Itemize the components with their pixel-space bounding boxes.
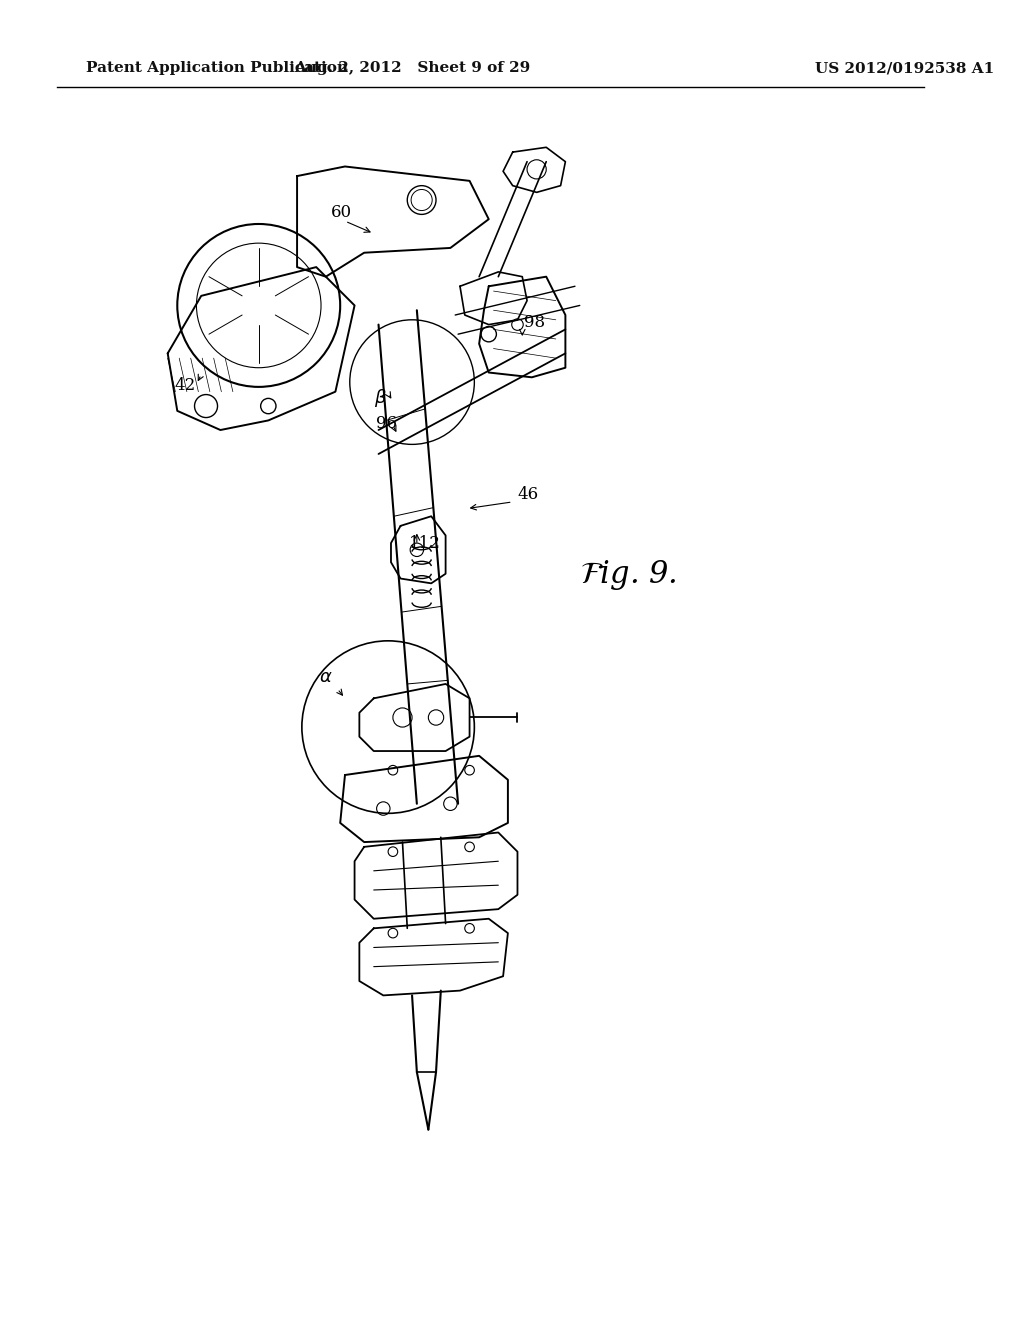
Text: 60: 60 bbox=[331, 205, 351, 222]
Text: 96: 96 bbox=[376, 414, 396, 432]
Text: US 2012/0192538 A1: US 2012/0192538 A1 bbox=[814, 61, 994, 75]
Text: $\beta$: $\beta$ bbox=[374, 387, 387, 409]
Text: Patent Application Publication: Patent Application Publication bbox=[86, 61, 348, 75]
Text: $\alpha$: $\alpha$ bbox=[319, 668, 333, 686]
Text: $\mathcal{F}$ig. 9.: $\mathcal{F}$ig. 9. bbox=[580, 558, 677, 593]
Text: 98: 98 bbox=[524, 314, 546, 330]
Text: 42: 42 bbox=[174, 376, 196, 393]
Text: 46: 46 bbox=[517, 486, 539, 503]
Text: Aug. 2, 2012   Sheet 9 of 29: Aug. 2, 2012 Sheet 9 of 29 bbox=[294, 61, 530, 75]
Text: 112: 112 bbox=[410, 535, 441, 552]
